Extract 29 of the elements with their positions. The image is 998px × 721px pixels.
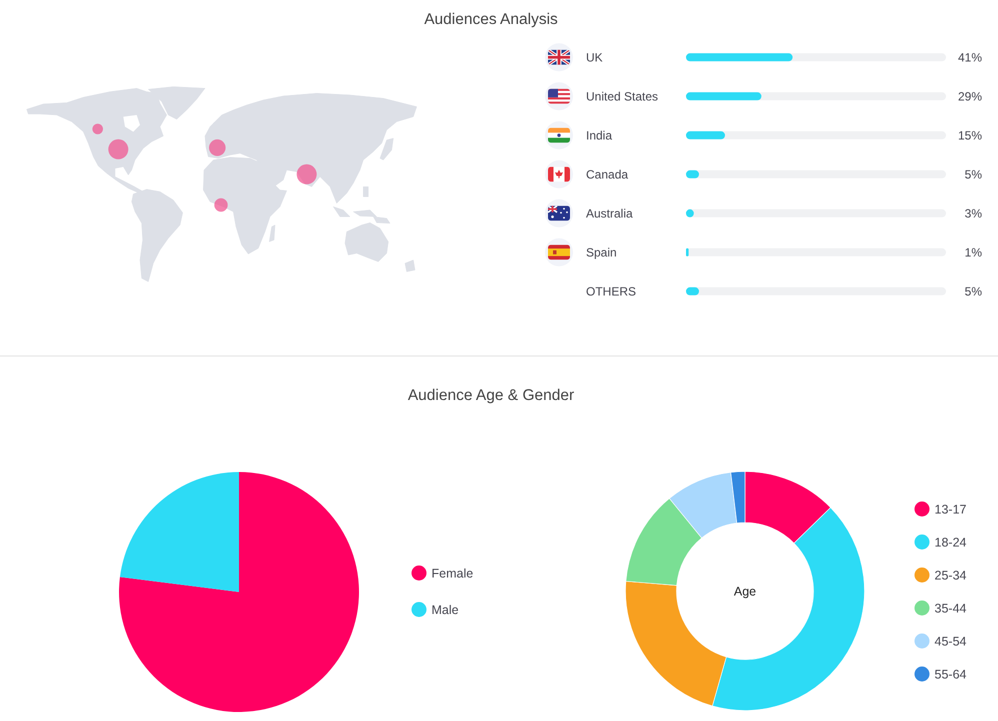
legend-label: 45-54 xyxy=(934,634,967,648)
legend-label: 35-44 xyxy=(934,601,967,616)
legend-label: 13-17 xyxy=(934,502,967,516)
y-tick-label: Australia xyxy=(586,206,634,220)
text: Age xyxy=(734,584,756,598)
y-tick-label: United States xyxy=(586,90,658,104)
data-label: 5% xyxy=(964,284,982,298)
legend-label: 25-34 xyxy=(934,568,967,582)
data-label: 29% xyxy=(958,90,982,104)
y-tick-label: OTHERS xyxy=(586,284,636,298)
pie-slice xyxy=(120,472,239,592)
text: Audiences Analysis xyxy=(424,11,558,28)
legend-label: 18-24 xyxy=(934,535,967,550)
bar xyxy=(686,131,725,140)
data-label: 5% xyxy=(964,168,982,182)
y-tick-label: UK xyxy=(586,50,603,64)
y-tick-label: Canada xyxy=(586,168,628,182)
y-tick-label: Spain xyxy=(586,246,617,260)
data-label: 1% xyxy=(964,246,982,260)
chart-title: Audience Age & Gender xyxy=(408,387,574,404)
data-label: 15% xyxy=(958,128,982,142)
pie-slice xyxy=(119,472,359,712)
legend-label: 55-64 xyxy=(934,667,967,682)
bar xyxy=(686,248,689,256)
data-label: 3% xyxy=(964,206,982,220)
legend-label: Male xyxy=(432,602,459,617)
y-tick-label: India xyxy=(586,128,612,142)
data-label: 41% xyxy=(958,50,982,64)
legend-label: Female xyxy=(432,566,474,580)
